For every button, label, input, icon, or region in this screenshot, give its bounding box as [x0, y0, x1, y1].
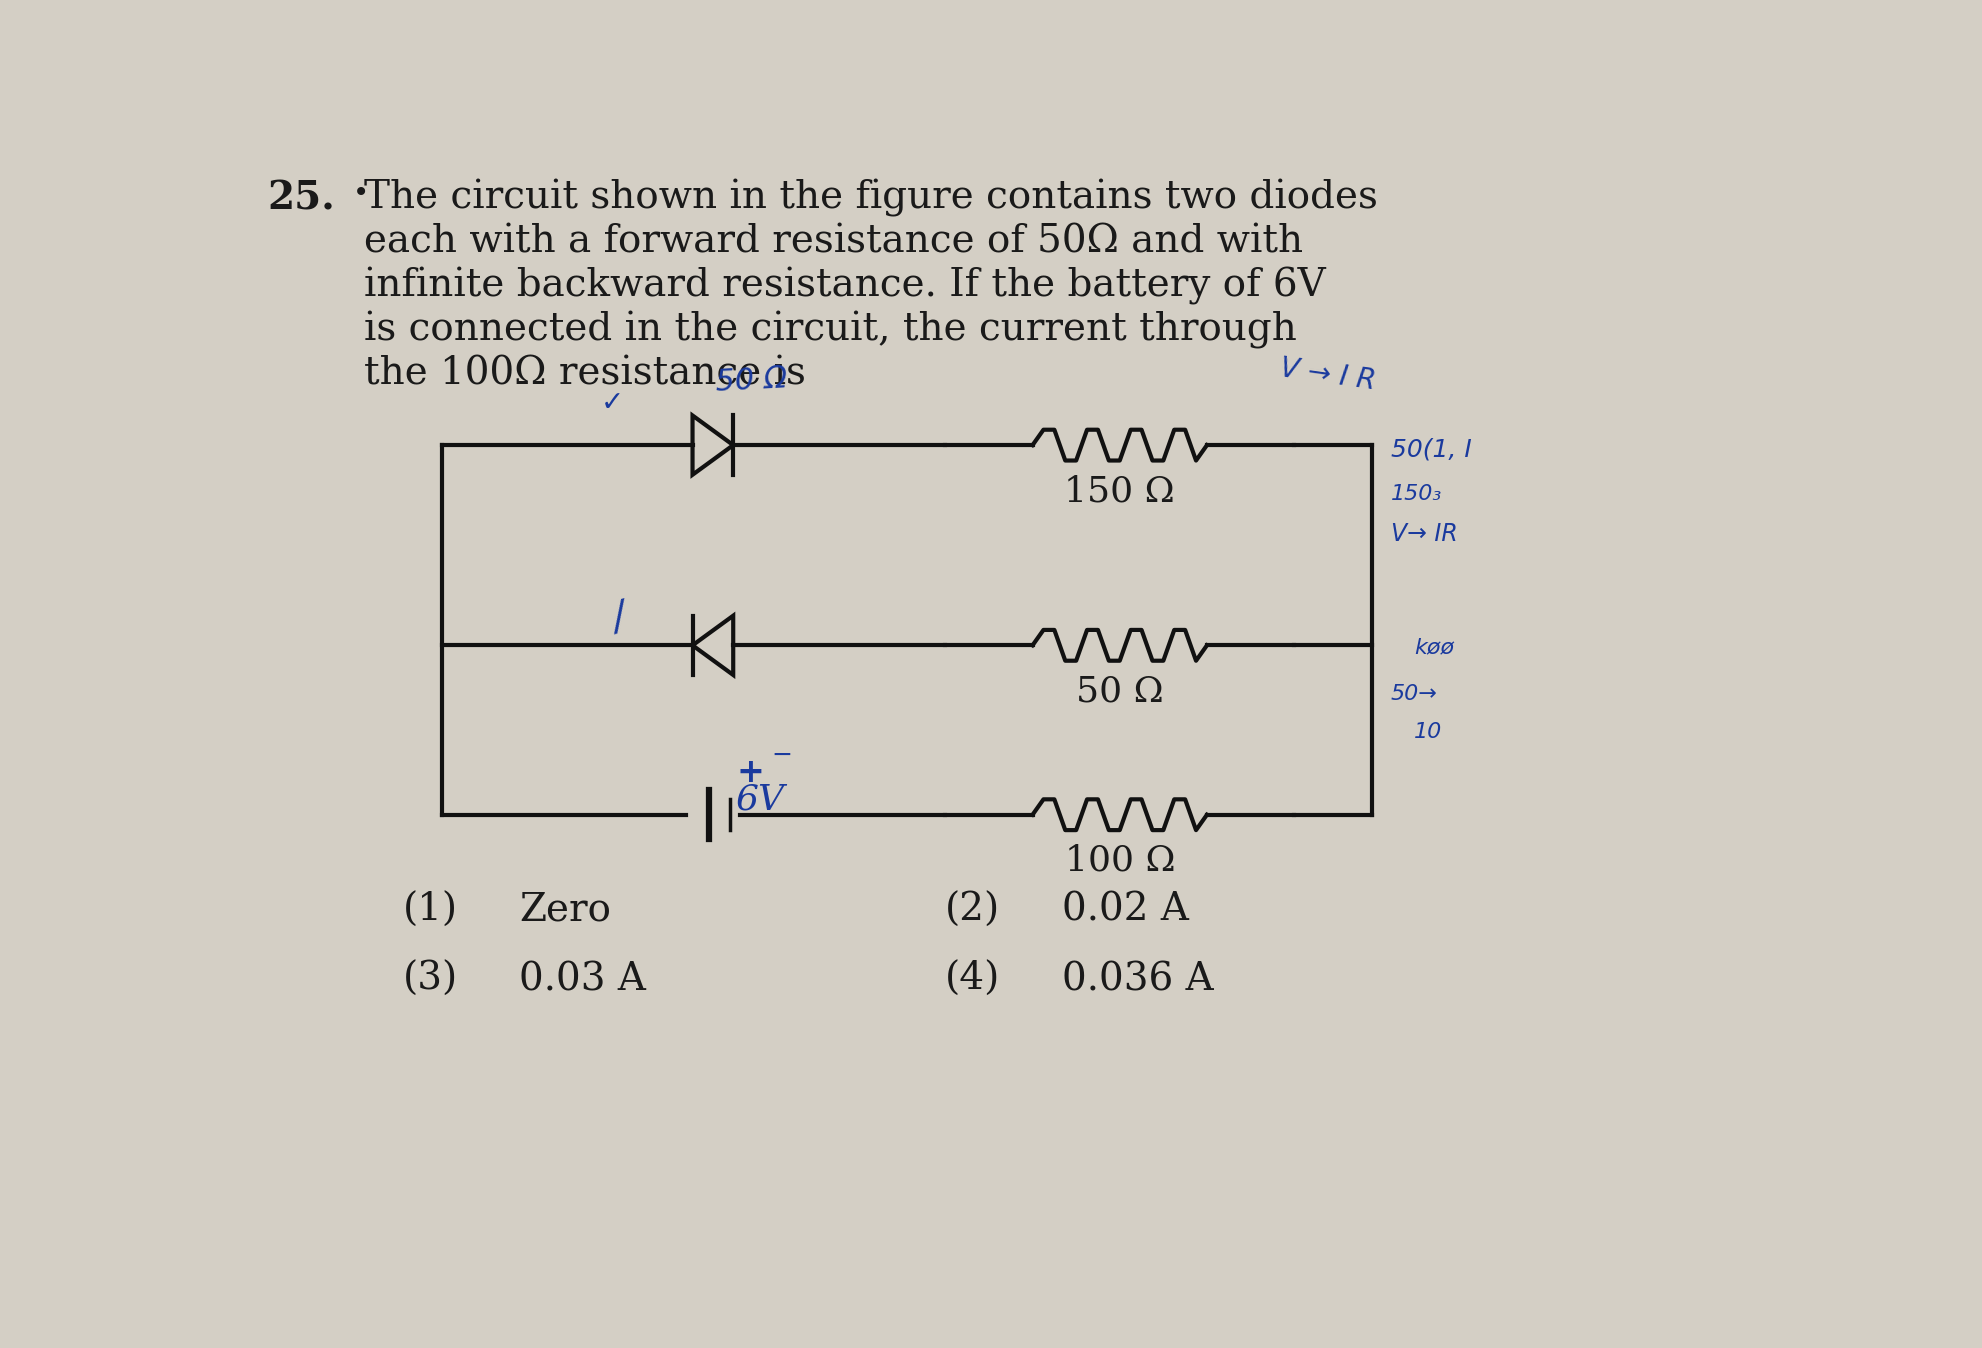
Text: 0.036 A: 0.036 A: [1060, 961, 1213, 998]
Text: 10: 10: [1413, 723, 1441, 743]
Text: V→ IR: V→ IR: [1389, 522, 1457, 546]
Text: 6V: 6V: [735, 782, 785, 817]
Text: (1): (1): [402, 892, 458, 929]
Text: 25.: 25.: [268, 179, 335, 217]
Text: 0.02 A: 0.02 A: [1060, 892, 1187, 929]
Text: 150 Ω: 150 Ω: [1064, 474, 1175, 508]
Text: The circuit shown in the figure contains two diodes: The circuit shown in the figure contains…: [365, 179, 1377, 217]
Text: Zero: Zero: [519, 892, 610, 929]
Text: is connected in the circuit, the current through: is connected in the circuit, the current…: [365, 311, 1296, 349]
Text: ✓: ✓: [601, 388, 624, 417]
Text: 0.03 A: 0.03 A: [519, 961, 646, 998]
Text: 100 Ω: 100 Ω: [1064, 844, 1175, 878]
Text: +: +: [735, 756, 763, 789]
Text: 50 Ω: 50 Ω: [1076, 674, 1163, 709]
Text: •: •: [353, 179, 369, 208]
Text: 50(1, I: 50(1, I: [1389, 437, 1471, 461]
Text: (4): (4): [945, 961, 1001, 998]
Text: infinite backward resistance. If the battery of 6V: infinite backward resistance. If the bat…: [365, 267, 1326, 305]
Text: 50→: 50→: [1389, 683, 1437, 704]
Text: 50 Ω: 50 Ω: [716, 365, 787, 398]
Text: the 100Ω resistance is: the 100Ω resistance is: [365, 355, 805, 392]
Text: −: −: [771, 743, 791, 767]
Text: 150₃: 150₃: [1389, 484, 1441, 504]
Text: køø: køø: [1413, 638, 1453, 658]
Text: each with a forward resistance of 50Ω and with: each with a forward resistance of 50Ω an…: [365, 224, 1302, 260]
Text: (3): (3): [402, 961, 458, 998]
Text: V → I R: V → I R: [1278, 355, 1377, 395]
Text: /: /: [608, 599, 630, 639]
Text: (2): (2): [945, 892, 1001, 929]
